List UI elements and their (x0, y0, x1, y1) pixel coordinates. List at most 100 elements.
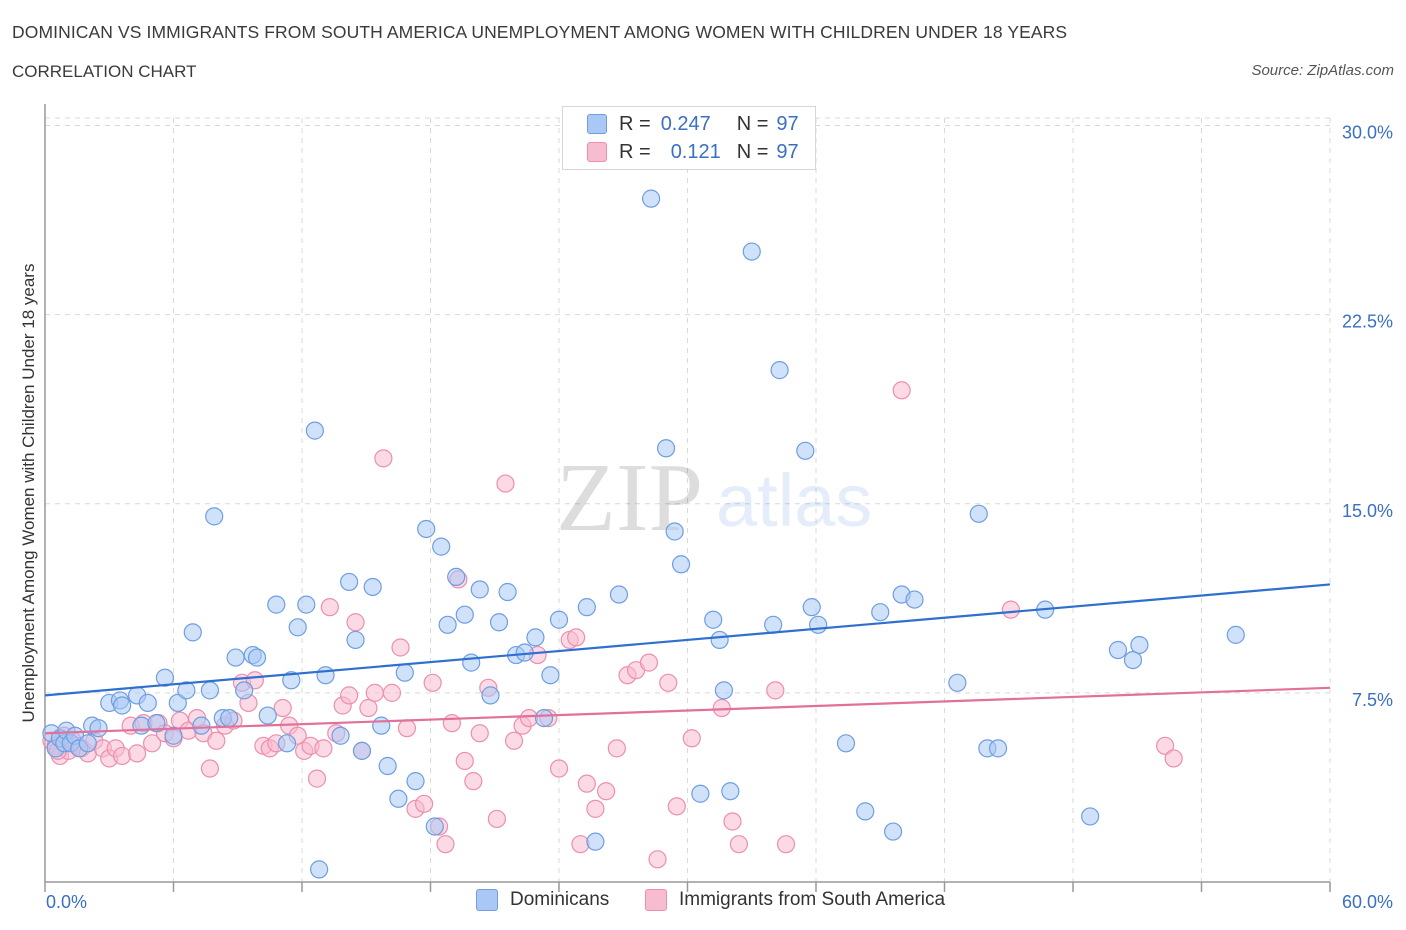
immigrant-point (496, 474, 515, 493)
dominican-point (112, 696, 132, 715)
dominican-point (235, 681, 254, 700)
legend-swatch-blue (476, 889, 498, 911)
dominican-point (425, 817, 444, 836)
immigrant-point (340, 686, 359, 705)
immigrant-point (436, 835, 455, 854)
legend-label: Immigrants from South America (679, 889, 946, 910)
immigrant-point (382, 683, 402, 702)
immigrant-point (712, 698, 731, 718)
immigrant-point (577, 774, 596, 793)
dominican-point (352, 741, 372, 760)
dominican-point (200, 681, 220, 700)
dominican-point (809, 615, 828, 634)
dominican-point (481, 686, 500, 705)
immigrant-point (549, 759, 569, 778)
dominican-point (710, 630, 729, 650)
axes (44, 104, 1331, 892)
immigrant-point (464, 772, 483, 791)
chart-title: DOMINICAN VS IMMIGRANTS FROM SOUTH AMERI… (12, 22, 1068, 42)
legend-item-immigrants: Immigrants from South America (645, 889, 945, 911)
immigrant-point (648, 850, 667, 869)
legend-row-dominicans: R = 0.247 N = 97 (587, 112, 799, 136)
immigrant-point (586, 799, 605, 818)
dominican-point (526, 628, 545, 647)
dominican-point (704, 610, 723, 629)
dominican-point (905, 590, 924, 609)
immigrant-point (729, 835, 749, 854)
y-axis-label: Unemployment Among Women with Children U… (19, 264, 38, 723)
dominican-point (656, 439, 676, 458)
dominican-point (258, 706, 277, 725)
dominican-point (346, 630, 365, 650)
dominican-point (1108, 640, 1128, 660)
dominican-point (305, 421, 324, 440)
immigrant-point (142, 734, 162, 753)
tick-labels: 7.5% 15.0% 22.5% 30.0% 0.0% 60.0% (46, 123, 1393, 913)
immigrant-point (504, 731, 524, 750)
dominican-point (796, 441, 815, 460)
dominican-point (609, 585, 629, 604)
dominican-point (164, 726, 183, 745)
dominican-point (168, 693, 187, 713)
immigrant-point (200, 759, 220, 778)
n-label: N = (736, 112, 769, 135)
dominican-point (226, 648, 245, 667)
dominican-point (856, 802, 875, 821)
y-tick-label: 7.5% (1352, 690, 1393, 710)
immigrant-point (442, 714, 462, 733)
immigrant-point (346, 613, 365, 632)
x-tick-label: 0.0% (46, 892, 87, 912)
dominican-point (498, 582, 517, 602)
dominican-point (447, 567, 466, 586)
dominican-point (541, 666, 560, 685)
dominican-point (183, 623, 202, 642)
watermark: ZIP atlas (556, 444, 872, 552)
immigrant-point (1155, 736, 1175, 755)
dominican-point (871, 603, 890, 622)
immigrant-point (667, 797, 686, 816)
dominican-point (177, 681, 196, 700)
dominican-point (438, 615, 457, 634)
dominican-point (138, 693, 157, 713)
immigrant-point (112, 746, 132, 766)
r-label: R = (619, 112, 651, 135)
legend-swatch-pink (645, 889, 667, 911)
dominican-point (671, 555, 691, 574)
chart-subtitle: CORRELATION CHART (12, 62, 197, 81)
immigrant-point (682, 729, 701, 748)
dominican-point (432, 537, 451, 556)
immigrant-point (723, 812, 742, 831)
dominican-point (132, 716, 151, 735)
dominican-point (883, 822, 903, 841)
dominican-point (372, 716, 391, 735)
dominican-point (665, 522, 684, 541)
correlation-legend: R = 0.247 N = 97 R = 0.121 N = 97 (562, 106, 816, 170)
immigrant-point (365, 683, 384, 702)
dominican-point (534, 708, 554, 728)
legend-swatch-blue (587, 114, 607, 134)
dominican-point (802, 598, 821, 617)
dominican-point (417, 519, 436, 539)
dominican-point (277, 734, 297, 753)
immigrant-point (391, 638, 410, 657)
r-value: 0.121 (670, 140, 721, 163)
n-value: 97 (776, 112, 799, 135)
dominican-point (363, 577, 382, 597)
immigrant-point (470, 724, 489, 743)
dominican-point (267, 595, 286, 614)
immigrant-point (455, 751, 474, 771)
dominican-point (1123, 650, 1143, 670)
immigrant-point (892, 381, 911, 400)
dominican-point (340, 572, 359, 592)
dominican-point (1226, 625, 1245, 644)
dominican-point (389, 789, 408, 808)
dominican-point (205, 507, 224, 526)
dominican-point (288, 618, 307, 637)
dominican-point (247, 648, 267, 667)
r-value: 0.247 (660, 112, 711, 135)
legend-row-immigrants: R = 0.121 N = 97 (587, 140, 799, 164)
dominican-point (969, 504, 988, 523)
dominican-point (489, 613, 509, 632)
grid-lines (45, 117, 1331, 882)
